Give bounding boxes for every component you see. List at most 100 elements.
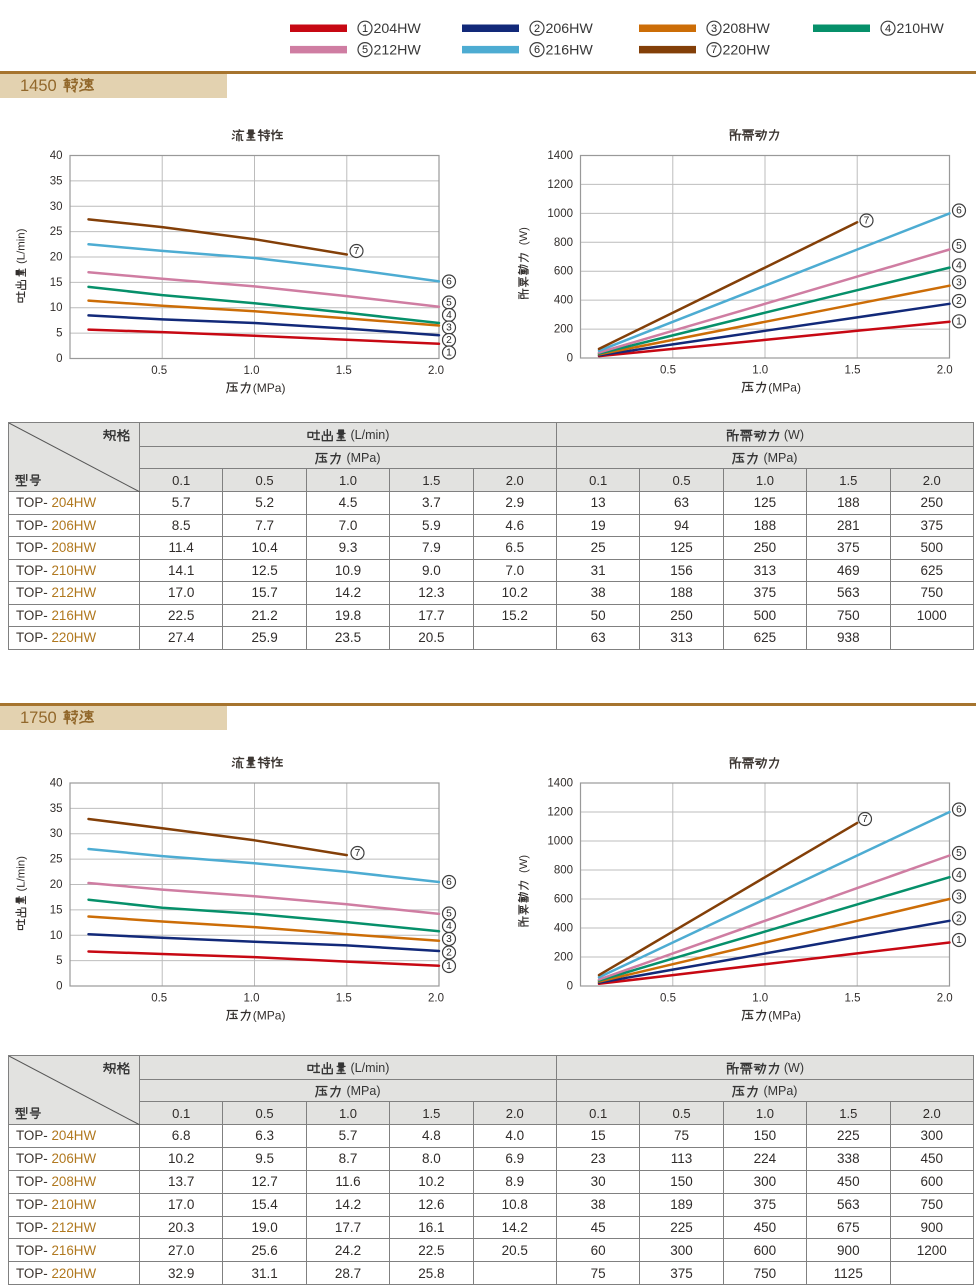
svg-text:(L/min): (L/min) [16, 856, 28, 892]
svg-text:600: 600 [554, 894, 573, 906]
svg-text:600: 600 [554, 266, 573, 278]
svg-text:204HW: 204HW [374, 21, 422, 37]
svg-text:20: 20 [50, 252, 63, 264]
svg-text:1.0: 1.0 [752, 993, 768, 1005]
svg-text:4: 4 [446, 921, 452, 932]
svg-text:30: 30 [50, 201, 63, 213]
svg-text:30: 30 [50, 828, 63, 840]
svg-text:2.0: 2.0 [937, 993, 953, 1005]
svg-text:(W): (W) [518, 855, 530, 873]
svg-text:2: 2 [956, 296, 962, 307]
svg-text:206HW: 206HW [546, 21, 594, 37]
svg-text:5: 5 [956, 241, 962, 252]
svg-text:1.0: 1.0 [244, 365, 260, 377]
svg-text:0: 0 [56, 981, 62, 993]
svg-text:7: 7 [711, 44, 717, 56]
svg-text:1: 1 [446, 348, 452, 359]
svg-text:0.5: 0.5 [151, 365, 167, 377]
svg-text:7: 7 [864, 216, 870, 227]
svg-text:(MPa): (MPa) [768, 381, 801, 395]
svg-text:1.5: 1.5 [845, 993, 861, 1005]
svg-text:6: 6 [446, 277, 452, 288]
svg-text:2: 2 [446, 335, 452, 346]
svg-text:2.0: 2.0 [428, 365, 444, 377]
svg-text:25: 25 [50, 854, 63, 866]
svg-text:6: 6 [956, 805, 962, 816]
svg-text:210HW: 210HW [897, 21, 945, 37]
svg-text:(MPa): (MPa) [253, 1009, 286, 1023]
svg-text:7: 7 [355, 848, 361, 859]
svg-text:3: 3 [446, 323, 452, 334]
svg-text:208HW: 208HW [723, 21, 771, 37]
svg-text:(L/min): (L/min) [16, 228, 28, 264]
svg-text:3: 3 [446, 934, 452, 945]
svg-text:6: 6 [956, 206, 962, 217]
svg-text:800: 800 [554, 865, 573, 877]
svg-text:1.0: 1.0 [752, 365, 768, 377]
svg-text:0.5: 0.5 [660, 365, 676, 377]
svg-text:3: 3 [956, 892, 962, 903]
svg-text:(MPa): (MPa) [768, 1009, 801, 1023]
svg-text:2: 2 [534, 23, 540, 35]
svg-text:5: 5 [446, 909, 452, 920]
svg-text:1: 1 [446, 961, 452, 972]
svg-text:5: 5 [446, 298, 452, 309]
svg-text:4: 4 [446, 310, 452, 321]
svg-text:0: 0 [567, 981, 573, 993]
svg-text:2.0: 2.0 [937, 365, 953, 377]
svg-text:1450: 1450 [20, 77, 57, 95]
svg-text:1: 1 [956, 935, 962, 946]
svg-text:216HW: 216HW [546, 42, 594, 58]
svg-text:40: 40 [50, 778, 63, 790]
svg-text:400: 400 [554, 295, 573, 307]
svg-text:3: 3 [711, 23, 717, 35]
svg-text:35: 35 [50, 803, 63, 815]
svg-text:20: 20 [50, 879, 63, 891]
svg-text:1200: 1200 [547, 179, 573, 191]
svg-text:212HW: 212HW [374, 42, 422, 58]
svg-text:40: 40 [50, 150, 63, 162]
svg-text:1.0: 1.0 [244, 993, 260, 1005]
svg-text:200: 200 [554, 952, 573, 964]
svg-text:1: 1 [362, 23, 368, 35]
svg-text:1750: 1750 [20, 709, 57, 727]
svg-text:1400: 1400 [547, 150, 573, 162]
svg-text:0: 0 [567, 353, 573, 365]
svg-text:10: 10 [50, 302, 63, 314]
svg-text:10: 10 [50, 930, 63, 942]
svg-text:5: 5 [56, 328, 62, 340]
svg-text:0.5: 0.5 [660, 993, 676, 1005]
svg-text:1.5: 1.5 [336, 365, 352, 377]
svg-text:6: 6 [446, 877, 452, 888]
svg-text:25: 25 [50, 226, 63, 238]
svg-text:4: 4 [885, 23, 891, 35]
svg-text:4: 4 [956, 870, 962, 881]
svg-text:5: 5 [956, 848, 962, 859]
svg-text:400: 400 [554, 923, 573, 935]
svg-text:1000: 1000 [547, 208, 573, 220]
svg-text:(MPa): (MPa) [253, 381, 286, 395]
svg-text:7: 7 [354, 246, 360, 257]
svg-text:5: 5 [56, 955, 62, 967]
svg-text:2: 2 [956, 913, 962, 924]
svg-text:1400: 1400 [547, 778, 573, 790]
svg-text:1: 1 [956, 316, 962, 327]
svg-text:1000: 1000 [547, 836, 573, 848]
svg-text:0: 0 [56, 353, 62, 365]
svg-text:1200: 1200 [547, 807, 573, 819]
svg-text:220HW: 220HW [723, 42, 771, 58]
svg-text:6: 6 [534, 44, 540, 56]
svg-text:4: 4 [956, 260, 962, 271]
svg-text:1.5: 1.5 [845, 365, 861, 377]
svg-text:1.5: 1.5 [336, 993, 352, 1005]
svg-text:15: 15 [50, 277, 63, 289]
svg-text:(W): (W) [518, 227, 530, 245]
svg-text:5: 5 [362, 44, 368, 56]
svg-text:0.5: 0.5 [151, 993, 167, 1005]
svg-text:35: 35 [50, 175, 63, 187]
svg-text:2.0: 2.0 [428, 993, 444, 1005]
svg-text:7: 7 [862, 814, 868, 825]
svg-text:2: 2 [446, 948, 452, 959]
svg-text:3: 3 [956, 277, 962, 288]
svg-text:800: 800 [554, 237, 573, 249]
